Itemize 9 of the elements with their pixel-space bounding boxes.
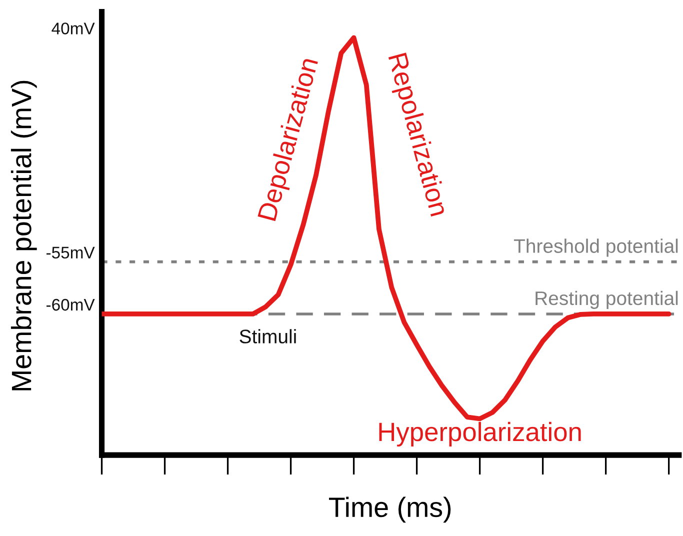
y-axis-title: Membrane potential (mV) [10,80,37,390]
text: -55mV [46,246,95,259]
ref-line-label: Threshold potential [514,238,678,257]
text: -60mV [46,298,95,311]
annotation: Hyperpolarization [379,422,581,446]
ref-line-label: Resting potential [536,290,678,309]
text: 40mV [52,22,95,34]
annotation: Stimuli [240,329,296,344]
x-axis-title: Time (ms) [329,496,451,523]
